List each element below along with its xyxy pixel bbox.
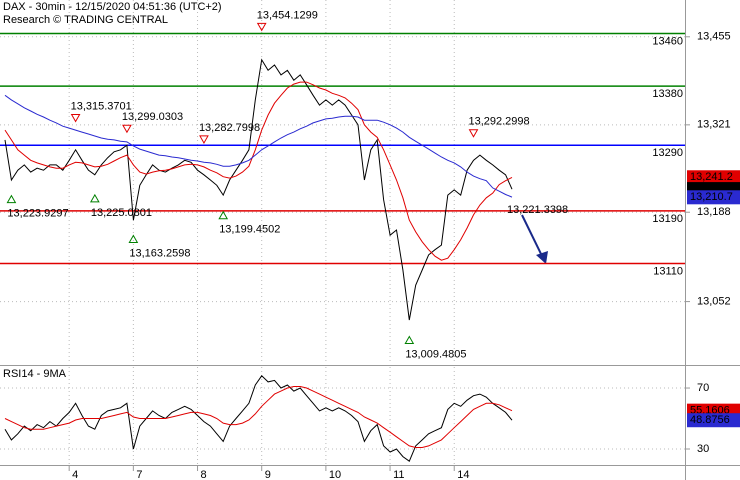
x-tick-label: 10: [329, 469, 341, 480]
high-marker: [122, 124, 132, 134]
annotation-label: 13,315.3701: [71, 100, 132, 112]
high-marker: [70, 114, 81, 123]
last-value-label: 13,241.2: [690, 171, 733, 183]
last-value-box: [687, 190, 740, 205]
series-line: [4, 386, 513, 448]
last-value-box: [687, 413, 740, 428]
series-line: [4, 375, 513, 462]
annotation-label: 13,292.2998: [468, 116, 529, 128]
y-tick-label: 13,052: [697, 295, 731, 307]
level-label: 13290: [652, 147, 683, 159]
x-tick-label: 9: [265, 469, 271, 480]
annotation-label: 13,221.3398: [507, 204, 568, 216]
y-tick-label: 70: [697, 382, 709, 394]
annotation-label: 13,163.2598: [129, 247, 190, 259]
x-tick-label: 8: [201, 469, 207, 480]
y-tick-label: 13,188: [697, 206, 731, 218]
y-tick-label: 30: [697, 443, 709, 455]
last-value-label: 48.8756: [690, 414, 730, 426]
annotation-label: 13,225.0801: [91, 207, 152, 219]
annotation-label: 13,282.7998: [199, 122, 260, 134]
series-line: [4, 94, 513, 198]
y-tick-label: 13,455: [697, 31, 731, 43]
low-marker: [404, 335, 415, 345]
arrow: [521, 214, 544, 259]
low-marker: [128, 234, 139, 243]
level-label: 13190: [652, 213, 683, 225]
y-tick-label: 13,321: [697, 119, 731, 131]
x-tick-label: 14: [457, 469, 469, 480]
source: Research © TRADING CENTRAL: [3, 14, 168, 26]
level-label: 13380: [652, 88, 683, 100]
chart-title: DAX - 30min - 12/15/2020 04:51:36 (UTC+2…: [3, 1, 222, 13]
series-line: [4, 58, 513, 321]
annotation-label: 13,454.1299: [257, 9, 318, 21]
annotation-label: 13,223.9297: [7, 208, 68, 220]
level-label: 13460: [652, 35, 683, 47]
high-marker: [468, 129, 479, 138]
level-label: 13110: [653, 265, 683, 277]
high-marker: [256, 22, 267, 32]
high-marker: [199, 135, 209, 144]
x-tick-label: 11: [393, 469, 404, 480]
low-marker: [89, 193, 100, 203]
low-marker: [6, 194, 17, 204]
x-tick-label: 4: [72, 469, 78, 480]
last-value-label: 13,210.7: [690, 191, 733, 203]
annotation-label: 13,009.4805: [405, 348, 466, 360]
low-marker: [218, 210, 229, 220]
arrow-head: [536, 251, 548, 264]
panel-title: RSI14 - 9MA: [3, 368, 67, 380]
annotation-label: 13,199.4502: [219, 224, 280, 236]
last-value-box: [687, 170, 740, 185]
series-line: [4, 81, 513, 261]
annotation-label: 13,299.0303: [122, 111, 183, 123]
x-tick-label: 7: [136, 469, 142, 480]
